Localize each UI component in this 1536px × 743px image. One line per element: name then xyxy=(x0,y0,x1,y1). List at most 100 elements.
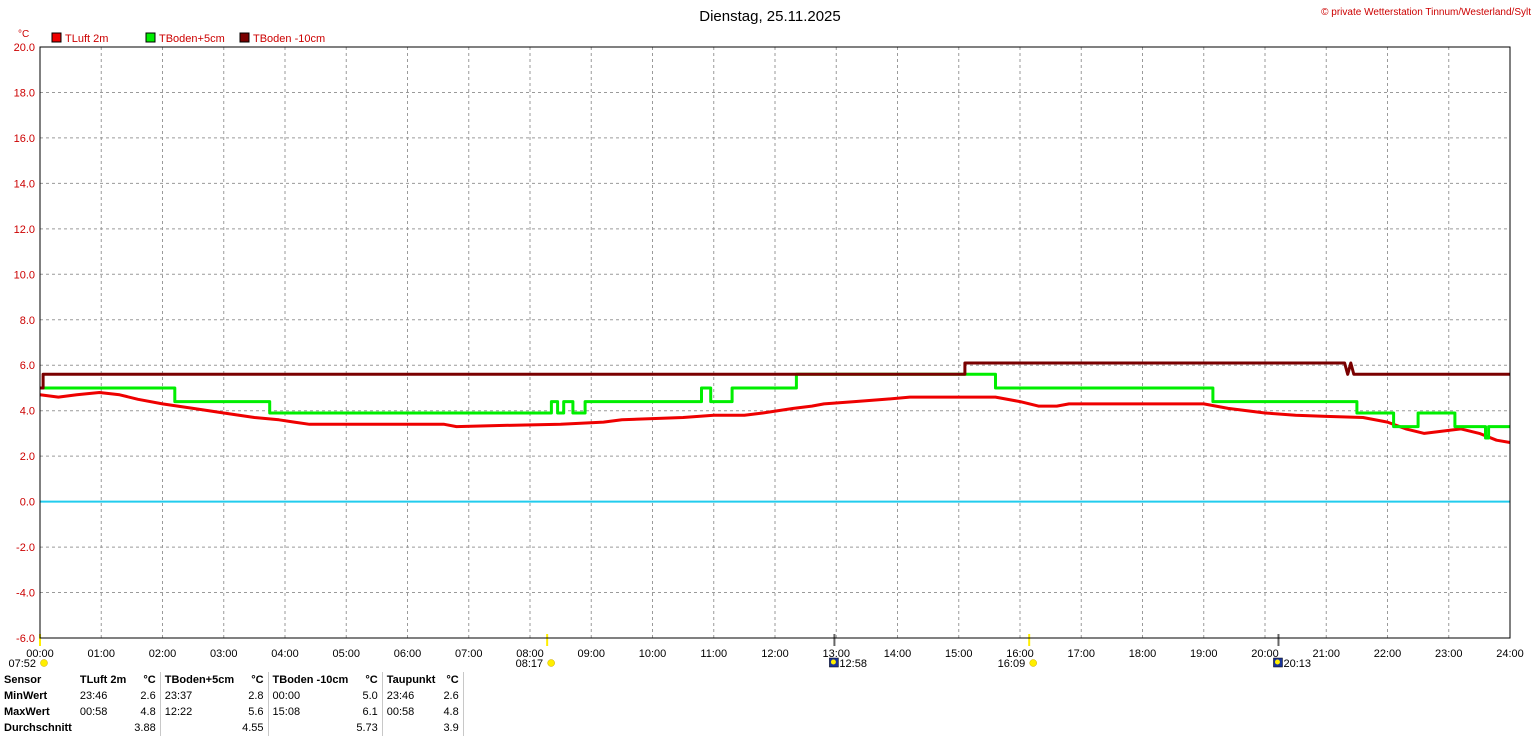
sunset-icon xyxy=(1029,659,1037,667)
stats-time: 23:46 xyxy=(386,690,415,702)
event-time: 12:58 xyxy=(839,658,867,670)
stats-header-unit: °C xyxy=(130,672,161,688)
legend-swatch xyxy=(145,32,156,43)
stats-time: 23:46 xyxy=(79,690,108,702)
stats-time xyxy=(382,720,439,736)
legend-swatch xyxy=(239,32,250,43)
stats-header-row: Sensor TLuft 2m °C TBoden+5cm °C TBoden … xyxy=(0,672,464,688)
legend-label: TLuft 2m xyxy=(65,33,108,45)
stats-value: 6.1 xyxy=(352,704,383,720)
event-time: 20:13 xyxy=(1283,658,1311,670)
stats-header-tboden10: TBoden -10cm xyxy=(272,674,349,686)
stats-label: MinWert xyxy=(4,690,48,702)
legend-label: TBoden+5cm xyxy=(159,33,225,45)
stats-value: 5.6 xyxy=(238,704,269,720)
stats-header-tboden5: TBoden+5cm xyxy=(164,674,235,686)
y-tick-label: 10.0 xyxy=(14,269,35,281)
y-tick-label: 2.0 xyxy=(20,451,35,463)
x-tick-label: 24:00 xyxy=(1496,648,1524,660)
sun-moon-events: 07:52 08:17 12:58 16:09 20:13 xyxy=(8,634,1311,670)
series-line-0 xyxy=(39,391,1511,444)
stats-value: 2.6 xyxy=(130,688,161,704)
stats-label: MaxWert xyxy=(4,706,50,718)
stats-time: 15:08 xyxy=(272,706,301,718)
series-line-1 xyxy=(40,372,1510,440)
stats-header-sensor: Sensor xyxy=(4,674,42,686)
stats-header-tluft: TLuft 2m xyxy=(79,674,127,686)
y-tick-label: 16.0 xyxy=(14,133,35,145)
y-tick-label: 20.0 xyxy=(14,42,35,54)
x-tick-label: 11:00 xyxy=(700,648,727,660)
stats-value: 5.73 xyxy=(352,720,383,736)
x-tick-label: 15:00 xyxy=(945,648,973,660)
stats-value: 3.88 xyxy=(130,720,161,736)
stats-value: 4.8 xyxy=(439,704,464,720)
x-tick-label: 18:00 xyxy=(1129,648,1157,660)
x-tick-label: 01:00 xyxy=(87,648,115,660)
chart-legend: TLuft 2m TBoden+5cm TBoden -10cm xyxy=(51,32,325,45)
x-axis-ticks: 00:00 01:00 02:00 03:00 04:00 05:00 06:00 07:00… xyxy=(26,648,1524,660)
stats-value: 2.8 xyxy=(238,688,269,704)
x-tick-label: 16:00 xyxy=(1006,648,1034,660)
stats-value: 3.9 xyxy=(439,720,464,736)
y-tick-label: 12.0 xyxy=(14,224,35,236)
stats-time xyxy=(160,720,238,736)
stats-time: 00:00 xyxy=(272,690,301,702)
stats-header-unit: °C xyxy=(238,672,269,688)
y-tick-label: 0.0 xyxy=(20,497,35,509)
stats-value: 5.0 xyxy=(352,688,383,704)
stats-row-min: MinWert 23:46 2.6 23:37 2.8 00:00 5.0 23… xyxy=(0,688,464,704)
stats-header-unit: °C xyxy=(439,672,464,688)
stats-row-max: MaxWert 00:58 4.8 12:22 5.6 15:08 6.1 00… xyxy=(0,704,464,720)
stats-value: 4.8 xyxy=(130,704,161,720)
y-tick-label: 6.0 xyxy=(20,360,35,372)
y-tick-label: 4.0 xyxy=(20,406,35,418)
event-time: 07:52 xyxy=(8,658,36,670)
y-tick-label: -4.0 xyxy=(16,588,35,600)
y-axis-ticks: 20.0 18.0 16.0 14.0 12.0 10.0 8.0 6.0 4.0 2.0 0.0 -… xyxy=(14,42,35,645)
stats-value: 4.55 xyxy=(238,720,269,736)
x-tick-label: 08:00 xyxy=(516,648,544,660)
x-tick-label: 13:00 xyxy=(822,648,850,660)
stats-time: 12:22 xyxy=(164,706,193,718)
x-tick-label: 03:00 xyxy=(210,648,238,660)
stats-time xyxy=(268,720,352,736)
stats-row-avg: Durchschnitt 3.88 4.55 5.73 3.9 xyxy=(0,720,464,736)
sunrise-icon xyxy=(40,659,48,667)
x-tick-label: 23:00 xyxy=(1435,648,1463,660)
x-tick-label: 19:00 xyxy=(1190,648,1218,660)
stats-time: 00:58 xyxy=(386,706,415,718)
y-axis-unit: °C xyxy=(18,29,29,40)
x-tick-label: 22:00 xyxy=(1374,648,1402,660)
y-tick-label: 18.0 xyxy=(14,87,35,99)
y-tick-label: -6.0 xyxy=(16,633,35,645)
legend-swatch xyxy=(51,32,62,43)
x-tick-label: 04:00 xyxy=(271,648,299,660)
stats-header-taupunkt: Taupunkt xyxy=(386,674,436,686)
x-tick-label: 12:00 xyxy=(761,648,789,660)
y-tick-label: 14.0 xyxy=(14,178,35,190)
stats-time xyxy=(76,720,130,736)
x-tick-label: 00:00 xyxy=(26,648,54,660)
stats-time: 00:58 xyxy=(79,706,108,718)
x-tick-label: 02:00 xyxy=(149,648,177,660)
x-tick-label: 09:00 xyxy=(577,648,605,660)
plot-frame xyxy=(39,46,1511,639)
event-time: 08:17 xyxy=(516,658,544,670)
y-tick-label: 8.0 xyxy=(20,315,35,327)
x-tick-label: 20:00 xyxy=(1251,648,1279,660)
legend-label: TBoden -10cm xyxy=(253,33,325,45)
chart-title: Dienstag, 25.11.2025 xyxy=(699,8,841,25)
x-tick-label: 06:00 xyxy=(394,648,422,660)
event-time: 16:09 xyxy=(998,658,1026,670)
stats-value: 2.6 xyxy=(439,688,464,704)
stats-label: Durchschnitt xyxy=(4,722,72,734)
chart-series xyxy=(39,361,1511,503)
moon-glyph xyxy=(830,659,836,665)
x-tick-label: 17:00 xyxy=(1067,648,1095,660)
x-tick-label: 14:00 xyxy=(884,648,912,660)
stats-header-unit: °C xyxy=(352,672,383,688)
chart-grid xyxy=(39,46,1511,639)
copyright-note: © private Wetterstation Tinnum/Westerlan… xyxy=(1321,7,1531,18)
stats-time: 23:37 xyxy=(164,690,193,702)
